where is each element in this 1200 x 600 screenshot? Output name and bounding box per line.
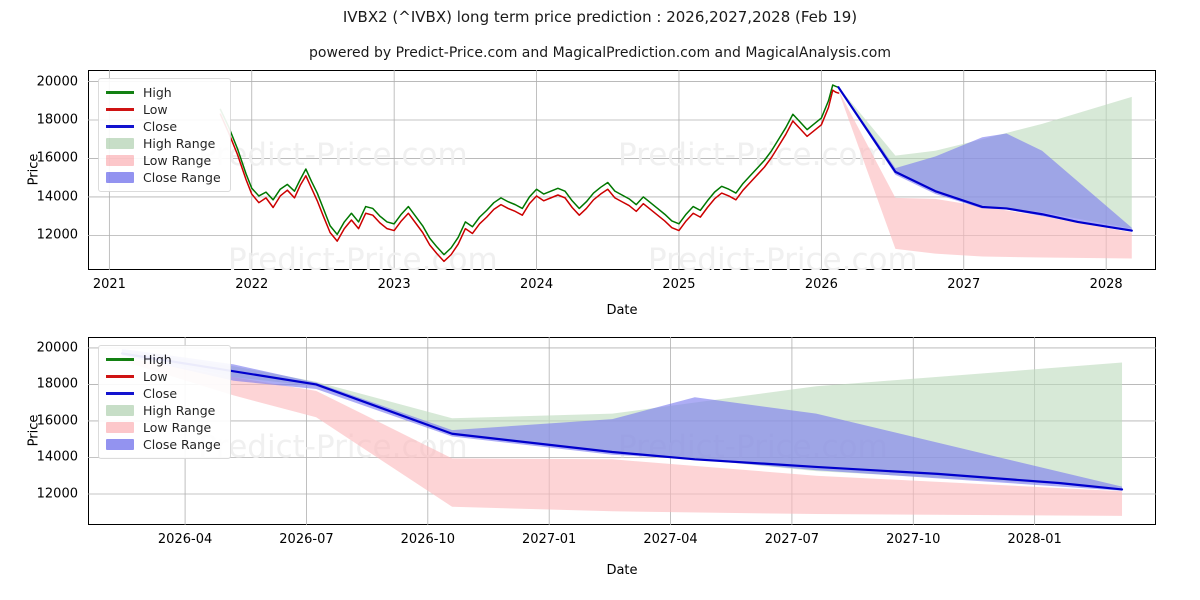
watermark: Predict-Price.com: [618, 137, 888, 173]
watermark: Predict-Price.com: [198, 137, 468, 173]
legend-patch-swatch: [106, 138, 134, 150]
watermark: Predict-Price.com: [648, 242, 918, 270]
legend-swatch-mark: [106, 422, 134, 433]
x-tick-label: 2026: [804, 277, 838, 292]
top-y-axis-label: Price: [26, 153, 42, 186]
legend-line-swatch: [106, 388, 134, 400]
legend-swatch-mark: [106, 172, 134, 183]
y-tick-label: 18000: [36, 376, 78, 392]
top-chart-panel: Predict-Price.com Predict-Price.com Predic…: [88, 70, 1156, 270]
legend-item: Low: [106, 101, 221, 118]
legend-item: Close Range: [106, 169, 221, 186]
legend-swatch-mark: [106, 439, 134, 450]
legend-patch-swatch: [106, 155, 134, 167]
legend-item: High: [106, 84, 221, 101]
y-tick-label: 12000: [36, 227, 78, 243]
x-tick-label: 2025: [662, 277, 696, 292]
legend-swatch-mark: [106, 138, 134, 149]
legend-label: Close: [143, 119, 178, 134]
series-low: [219, 89, 840, 263]
legend-label: Low Range: [143, 420, 212, 435]
band-low-range: [121, 357, 1123, 516]
legend-label: Low: [143, 369, 168, 384]
legend-item: Close Range: [106, 436, 221, 453]
x-tick-label: 2022: [235, 277, 269, 292]
legend-line-swatch: [106, 354, 134, 366]
legend-swatch-mark: [106, 405, 134, 416]
legend-item: High: [106, 351, 221, 368]
legend-item: High Range: [106, 402, 221, 419]
series-close: [120, 352, 1124, 491]
y-tick-label: 14000: [36, 189, 78, 205]
legend-label: Low Range: [143, 153, 212, 168]
x-tick-label: 2026-04: [157, 532, 213, 547]
legend-item: Close: [106, 118, 221, 135]
page-title: IVBX2 (^IVBX) long term price prediction…: [342, 8, 858, 26]
legend-label: Close Range: [143, 437, 221, 452]
legend-label: High: [143, 85, 172, 100]
bottom-legend: High Low Close High Range Low Range Close Ran…: [98, 345, 231, 459]
legend-item: Close: [106, 385, 221, 402]
legend-swatch-mark: [106, 375, 134, 378]
legend-item: Low Range: [106, 419, 221, 436]
y-tick-label: 18000: [36, 112, 78, 128]
x-tick-label: 2027-01: [522, 532, 577, 547]
y-tick-label: 16000: [36, 413, 78, 429]
band-close-range: [121, 348, 1123, 491]
x-tick-label: 2028-01: [1007, 532, 1062, 547]
x-tick-label: 2027-10: [886, 532, 941, 547]
legend-line-swatch: [106, 104, 134, 116]
band-close-range: [838, 86, 1132, 232]
legend-label: High Range: [143, 403, 216, 418]
legend-line-swatch: [106, 371, 134, 383]
y-tick-label: 16000: [36, 150, 78, 166]
legend-patch-swatch: [106, 172, 134, 184]
legend-line-swatch: [106, 121, 134, 133]
x-tick-label: 2021: [92, 277, 126, 292]
top-plot-area: Predict-Price.com Predict-Price.com Predic…: [88, 70, 1156, 270]
legend-label: High Range: [143, 136, 216, 151]
y-tick-label: 14000: [36, 449, 78, 465]
legend-patch-swatch: [106, 422, 134, 434]
y-tick-label: 20000: [36, 340, 78, 356]
legend-item: High Range: [106, 135, 221, 152]
legend-line-swatch: [106, 87, 134, 99]
band-low-range: [838, 90, 1132, 259]
legend-label: High: [143, 352, 172, 367]
x-tick-label: 2026-07: [279, 532, 334, 547]
x-tick-label: 2023: [377, 277, 411, 292]
bottom-y-axis-label: Price: [26, 414, 42, 447]
series-close: [837, 86, 1133, 232]
legend-swatch-mark: [106, 358, 134, 361]
legend-swatch-mark: [106, 91, 134, 94]
legend-label: Close: [143, 386, 178, 401]
y-tick-label: 20000: [36, 74, 78, 90]
x-tick-label: 2027-07: [764, 532, 820, 547]
legend-item: Low Range: [106, 152, 221, 169]
legend-patch-swatch: [106, 405, 134, 417]
x-tick-label: 2028: [1089, 277, 1123, 292]
x-tick-label: 2026-10: [400, 532, 455, 547]
bottom-x-axis-label: Date: [606, 563, 638, 578]
legend-item: Low: [106, 368, 221, 385]
page-subtitle: powered by Predict-Price.com and Magical…: [309, 45, 891, 61]
top-legend: High Low Close High Range Low Range Close Ran…: [98, 78, 231, 192]
series-high: [219, 84, 840, 256]
x-tick-label: 2027-04: [643, 532, 698, 547]
x-tick-label: 2024: [520, 277, 554, 292]
x-tick-label: 2027: [947, 277, 981, 292]
legend-label: Low: [143, 102, 168, 117]
y-tick-label: 12000: [36, 486, 78, 502]
legend-swatch-mark: [106, 125, 134, 128]
top-x-axis-label: Date: [606, 303, 638, 318]
legend-label: Close Range: [143, 170, 221, 185]
legend-patch-swatch: [106, 439, 134, 451]
legend-swatch-mark: [106, 392, 134, 395]
legend-swatch-mark: [106, 155, 134, 166]
legend-swatch-mark: [106, 108, 134, 111]
